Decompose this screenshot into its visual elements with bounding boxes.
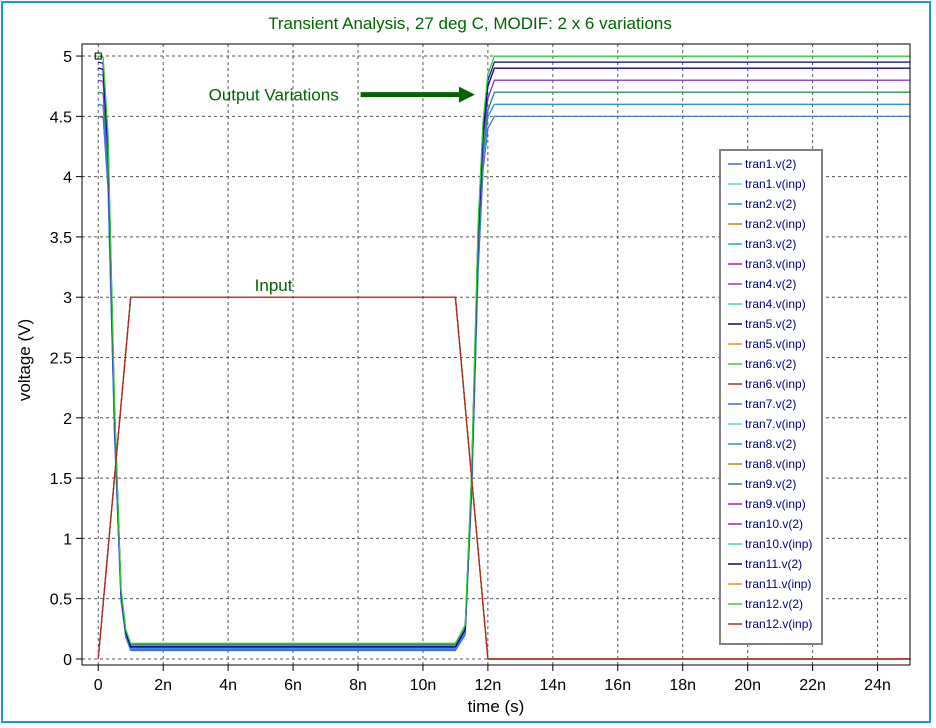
annotations: Output Variations Input (209, 86, 475, 295)
legend-entry: tran9.v(2) (745, 477, 796, 491)
x-tick-label: 22n (799, 677, 826, 694)
legend-entry: tran4.v(inp) (745, 297, 806, 311)
x-tick-label: 16n (604, 677, 631, 694)
legend-entry: tran3.v(inp) (745, 257, 806, 271)
legend-entry: tran2.v(2) (745, 197, 796, 211)
x-axis-label: time (s) (468, 697, 525, 716)
annotation-input: Input (255, 276, 293, 295)
series-line (97, 296, 910, 660)
x-tick-label: 2n (154, 677, 172, 694)
y-tick-label: 0 (63, 652, 72, 669)
legend-entry: tran11.v(inp) (745, 577, 811, 591)
y-tick-label: 4.5 (50, 109, 72, 126)
legend: tran1.v(2) tran1.v(inp) tran2.v(2) tran2.v(… (719, 149, 823, 645)
x-tick-label: 8n (349, 677, 367, 694)
legend-entry: tran8.v(2) (745, 437, 796, 451)
y-tick-label: 3.5 (50, 230, 72, 247)
plot-area (81, 43, 911, 666)
y-axis-label: voltage (V) (15, 319, 34, 401)
legend-entry: tran1.v(inp) (745, 177, 806, 191)
legend-entry: tran6.v(inp) (745, 377, 806, 391)
x-tick-label: 24n (864, 677, 891, 694)
legend-box (719, 149, 823, 645)
x-tick-label: 12n (475, 677, 502, 694)
legend-entry: tran1.v(2) (745, 157, 796, 171)
x-tick-label: 14n (539, 677, 566, 694)
x-tick-label: 10n (410, 677, 437, 694)
legend-entry: tran2.v(inp) (745, 217, 806, 231)
legend-entry: tran10.v(inp) (745, 537, 812, 551)
legend-entry: tran6.v(2) (745, 357, 796, 371)
y-tick-label: 1.5 (50, 471, 72, 488)
y-tick-label: 0.5 (50, 592, 72, 609)
axis-ticks: 0 2n 4n 6n 8n 10n 12n 14n 16n 18n 20n 22n 24n 0 0.5 1 1.… (50, 49, 891, 694)
y-tick-label: 5 (63, 49, 72, 66)
legend-entry: tran11.v(2) (745, 557, 802, 571)
legend-entry: tran7.v(2) (745, 397, 796, 411)
x-tick-label: 20n (734, 677, 761, 694)
y-tick-label: 1 (63, 531, 72, 548)
annotation-arrow-head (458, 86, 475, 103)
x-tick-label: 6n (284, 677, 302, 694)
legend-entry: tran9.v(inp) (745, 497, 806, 511)
y-tick-label: 2 (63, 411, 72, 428)
legend-entry: tran7.v(inp) (745, 417, 806, 431)
series-line (98, 55, 910, 644)
y-tick-label: 4 (63, 170, 72, 187)
legend-entry: tran12.v(inp) (745, 617, 812, 631)
legend-entry: tran4.v(2) (745, 277, 796, 291)
cursor-marker (94, 52, 102, 60)
y-tick-label: 2.5 (50, 351, 72, 368)
annotation-output-variations: Output Variations (209, 86, 339, 105)
x-tick-label: 4n (219, 677, 237, 694)
legend-entry: tran12.v(2) (745, 597, 803, 611)
x-tick-label: 18n (669, 677, 696, 694)
legend-entry: tran5.v(2) (745, 317, 796, 331)
legend-entry: tran5.v(inp) (745, 337, 806, 351)
legend-entry: tran8.v(inp) (745, 457, 806, 471)
x-tick-label: 0 (94, 677, 103, 694)
y-tick-label: 3 (63, 290, 72, 307)
legend-entry: tran3.v(2) (745, 237, 796, 251)
chart-title: Transient Analysis, 27 deg C, MODIF: 2 x… (268, 14, 672, 33)
series-lines (94, 52, 910, 660)
legend-entry: tran10.v(2) (745, 517, 803, 531)
